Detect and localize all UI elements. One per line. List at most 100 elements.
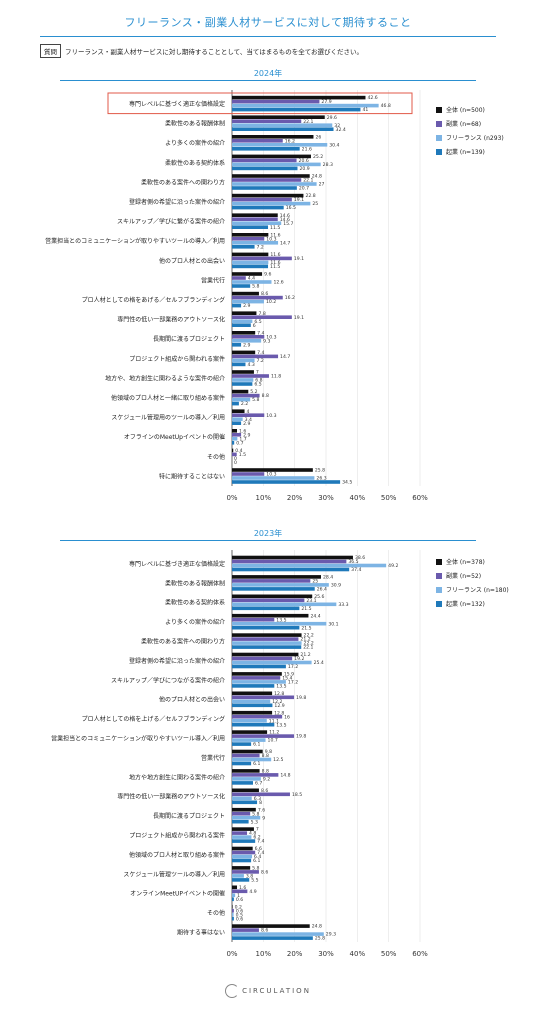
- bar: [232, 722, 275, 727]
- data-label: 12.6: [273, 280, 283, 286]
- data-label: 9.3: [263, 338, 270, 344]
- bar: [232, 378, 254, 382]
- data-label: 5.8: [252, 397, 259, 403]
- chart-2023-title: 2023年: [253, 529, 283, 538]
- data-label: 37.4: [351, 567, 361, 573]
- data-label: 16.5: [286, 205, 296, 211]
- category-label: 他領域のプロ人材と取り組める案件: [129, 851, 225, 859]
- bar: [232, 350, 256, 355]
- data-label: 30.9: [331, 583, 341, 589]
- bar: [232, 738, 266, 742]
- category-label: より多くの案件の紹介: [165, 618, 225, 626]
- bar: [232, 193, 304, 198]
- data-label: 16.2: [285, 295, 295, 301]
- data-label: 0.6: [236, 916, 243, 922]
- data-label: 11.6: [270, 252, 280, 258]
- data-label: 13.5: [276, 722, 286, 728]
- bar: [232, 563, 387, 568]
- question-label: 質問: [40, 44, 61, 58]
- data-label: 11.2: [269, 730, 279, 736]
- bar: [232, 870, 259, 874]
- bar: [232, 781, 253, 785]
- data-label: 8.8: [262, 393, 269, 399]
- legend-swatch: [436, 149, 442, 155]
- data-label: 24.8: [312, 174, 322, 180]
- legend-label: 起業 (n=139): [446, 148, 485, 156]
- bar: [232, 370, 254, 374]
- category-label: 登録者側の希望に沿った案件の紹介: [129, 198, 225, 206]
- data-label: 11.8: [271, 374, 281, 380]
- data-label: 22.1: [303, 178, 313, 184]
- legend-label: 副業 (n=52): [446, 572, 481, 580]
- data-label: 1.6: [239, 885, 246, 891]
- bar: [232, 850, 256, 855]
- category-label: プロジェクト組成から関われる案件: [129, 832, 225, 840]
- bar: [232, 162, 321, 167]
- category-label: 営業担当とのコミュニケーションが取りやすいツール導入／利用: [51, 735, 225, 743]
- data-label: 9.8: [265, 749, 272, 755]
- bar: [232, 319, 253, 323]
- bar: [232, 928, 259, 932]
- bar: [232, 241, 279, 245]
- chart-2024: 0% 10% 20% 30% 40% 50% 60% 専門レベルに基づく適正な価格設定 42.6…: [45, 90, 504, 502]
- bar: [232, 233, 269, 237]
- data-label: 7: [256, 370, 259, 376]
- data-label: 25.8: [315, 936, 325, 942]
- category-label: 地方や地方創生に関わる案件の紹介: [129, 773, 225, 781]
- legend-swatch: [436, 601, 442, 607]
- data-label: 28.3: [323, 162, 333, 168]
- category-label: 専門レベルに基づき適正な価格設定: [129, 560, 225, 568]
- legend-label: 副業 (n=68): [446, 120, 481, 128]
- data-label: 19.1: [294, 256, 304, 262]
- bar: [232, 178, 302, 182]
- data-label: 15.4: [282, 676, 292, 682]
- bar: [232, 641, 302, 645]
- data-label: 21.5: [301, 606, 311, 612]
- data-label: 6.6: [255, 846, 262, 852]
- bar: [232, 660, 312, 665]
- data-label: 13.5: [276, 684, 286, 690]
- bar: [232, 295, 283, 300]
- data-label: 29.3: [326, 932, 336, 938]
- title-divider: [40, 36, 496, 37]
- bar: [232, 792, 290, 797]
- bar: [232, 374, 269, 378]
- bar: [232, 936, 313, 940]
- legend-label: 全体 (n=500): [446, 106, 485, 114]
- bar: [232, 389, 249, 394]
- data-label: 14.6: [280, 213, 290, 219]
- data-label: 10.3: [266, 413, 276, 419]
- legend-swatch: [436, 587, 442, 593]
- bar: [232, 421, 242, 425]
- legend-swatch: [436, 573, 442, 579]
- bar: [232, 480, 341, 484]
- bar: [232, 186, 297, 190]
- bar: [232, 854, 253, 859]
- data-label: 29.6: [327, 115, 337, 121]
- data-label: 32: [334, 123, 340, 129]
- data-label: 8.6: [261, 928, 268, 934]
- bar: [232, 613, 309, 618]
- x-tick-label: 40%: [350, 950, 366, 958]
- data-label: 5.8: [252, 284, 259, 290]
- data-label: 4.9: [249, 889, 256, 895]
- bar: [232, 417, 243, 421]
- data-label: 0.4: [235, 448, 242, 454]
- bar: [232, 429, 238, 433]
- bar: [232, 839, 256, 843]
- category-label: 地方や、地方創生に関わるような案件の紹介: [105, 374, 225, 382]
- data-label: 34.5: [342, 480, 352, 486]
- bar: [232, 699, 271, 704]
- bar: [232, 276, 246, 280]
- data-label: 38.6: [355, 555, 365, 561]
- bar: [232, 315, 292, 319]
- data-label: 25: [312, 201, 318, 207]
- data-label: 19.8: [296, 734, 306, 740]
- bar: [232, 127, 334, 131]
- bar: [232, 606, 300, 611]
- data-label: 12.5: [273, 757, 283, 763]
- circulation-logo: CIRCULATION: [0, 984, 536, 998]
- data-label: 8.6: [261, 870, 268, 876]
- highlight-box: [107, 92, 413, 115]
- data-label: 7.4: [257, 330, 264, 336]
